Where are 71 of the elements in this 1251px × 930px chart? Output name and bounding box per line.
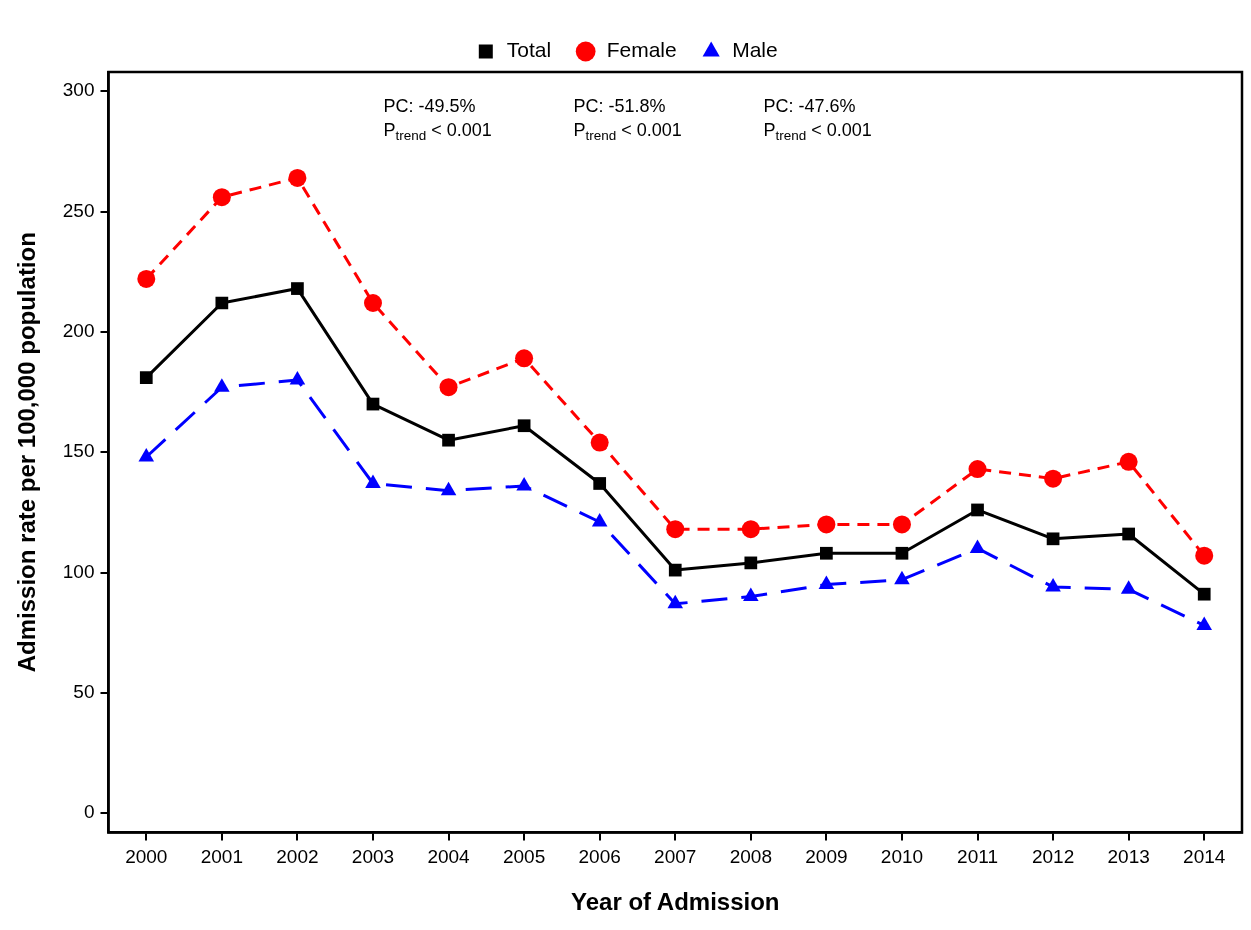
point (138, 448, 155, 462)
point (667, 594, 684, 609)
point (744, 556, 758, 570)
x-tick-label: 2004 (427, 846, 471, 868)
x-tick-label: 2007 (654, 846, 697, 868)
point (743, 587, 759, 602)
y-tick-label: 150 (62, 440, 95, 462)
point (440, 481, 457, 496)
point (214, 378, 230, 392)
point (895, 546, 909, 560)
y-axis-title: Admission rate per 100,000 population (13, 232, 41, 673)
point (363, 294, 382, 313)
point (1197, 587, 1211, 601)
y-tick-label: 250 (62, 199, 95, 221)
point (439, 378, 458, 397)
y-tick-label: 200 (62, 320, 95, 342)
point (969, 539, 986, 553)
point (593, 477, 607, 490)
x-tick-label: 2006 (578, 846, 621, 868)
point (971, 503, 984, 517)
point (820, 546, 833, 560)
point (1196, 616, 1213, 630)
point (291, 282, 304, 295)
point (1120, 580, 1137, 594)
x-tick-label: 2001 (200, 846, 243, 868)
x-tick-label: 2003 (351, 846, 395, 868)
point (288, 168, 307, 187)
point (591, 512, 608, 527)
legend-label: Female (606, 38, 677, 62)
point (817, 515, 836, 534)
point (818, 575, 835, 590)
x-tick-label: 2013 (1107, 846, 1150, 868)
point (1044, 469, 1063, 488)
point (666, 520, 685, 539)
x-tick-label: 2010 (880, 846, 924, 868)
point (1122, 527, 1136, 541)
point (212, 188, 231, 207)
point (516, 476, 532, 491)
x-tick-label: 2011 (957, 846, 998, 868)
point (668, 563, 682, 577)
point (968, 460, 987, 479)
y-tick-label: 50 (73, 681, 95, 703)
y-tick-label: 300 (62, 79, 95, 101)
point (289, 371, 306, 385)
y-tick-label: 100 (62, 560, 95, 582)
x-axis-title: Year of Admission (571, 888, 780, 916)
x-tick-label: 2008 (729, 846, 772, 868)
point (365, 474, 381, 488)
point (894, 570, 910, 585)
point (1045, 577, 1061, 592)
x-tick-label: 2005 (502, 846, 546, 868)
x-tick-label: 2000 (125, 846, 168, 868)
point (1119, 452, 1138, 471)
point (1195, 546, 1214, 565)
point (442, 433, 455, 447)
x-tick-label: 2009 (805, 846, 848, 868)
x-tick-label: 2002 (276, 846, 319, 868)
point (137, 269, 156, 288)
point (139, 371, 153, 384)
point (741, 520, 760, 539)
y-tick-label: 0 (83, 801, 95, 823)
point (892, 515, 911, 534)
legend-label: Total (506, 38, 552, 62)
point (215, 296, 229, 310)
point (590, 433, 609, 452)
x-tick-label: 2012 (1031, 846, 1075, 868)
point (515, 349, 534, 368)
x-tick-label: 2014 (1183, 846, 1226, 868)
legend-label: Male (732, 38, 778, 62)
point (1046, 532, 1060, 546)
point (517, 419, 531, 433)
